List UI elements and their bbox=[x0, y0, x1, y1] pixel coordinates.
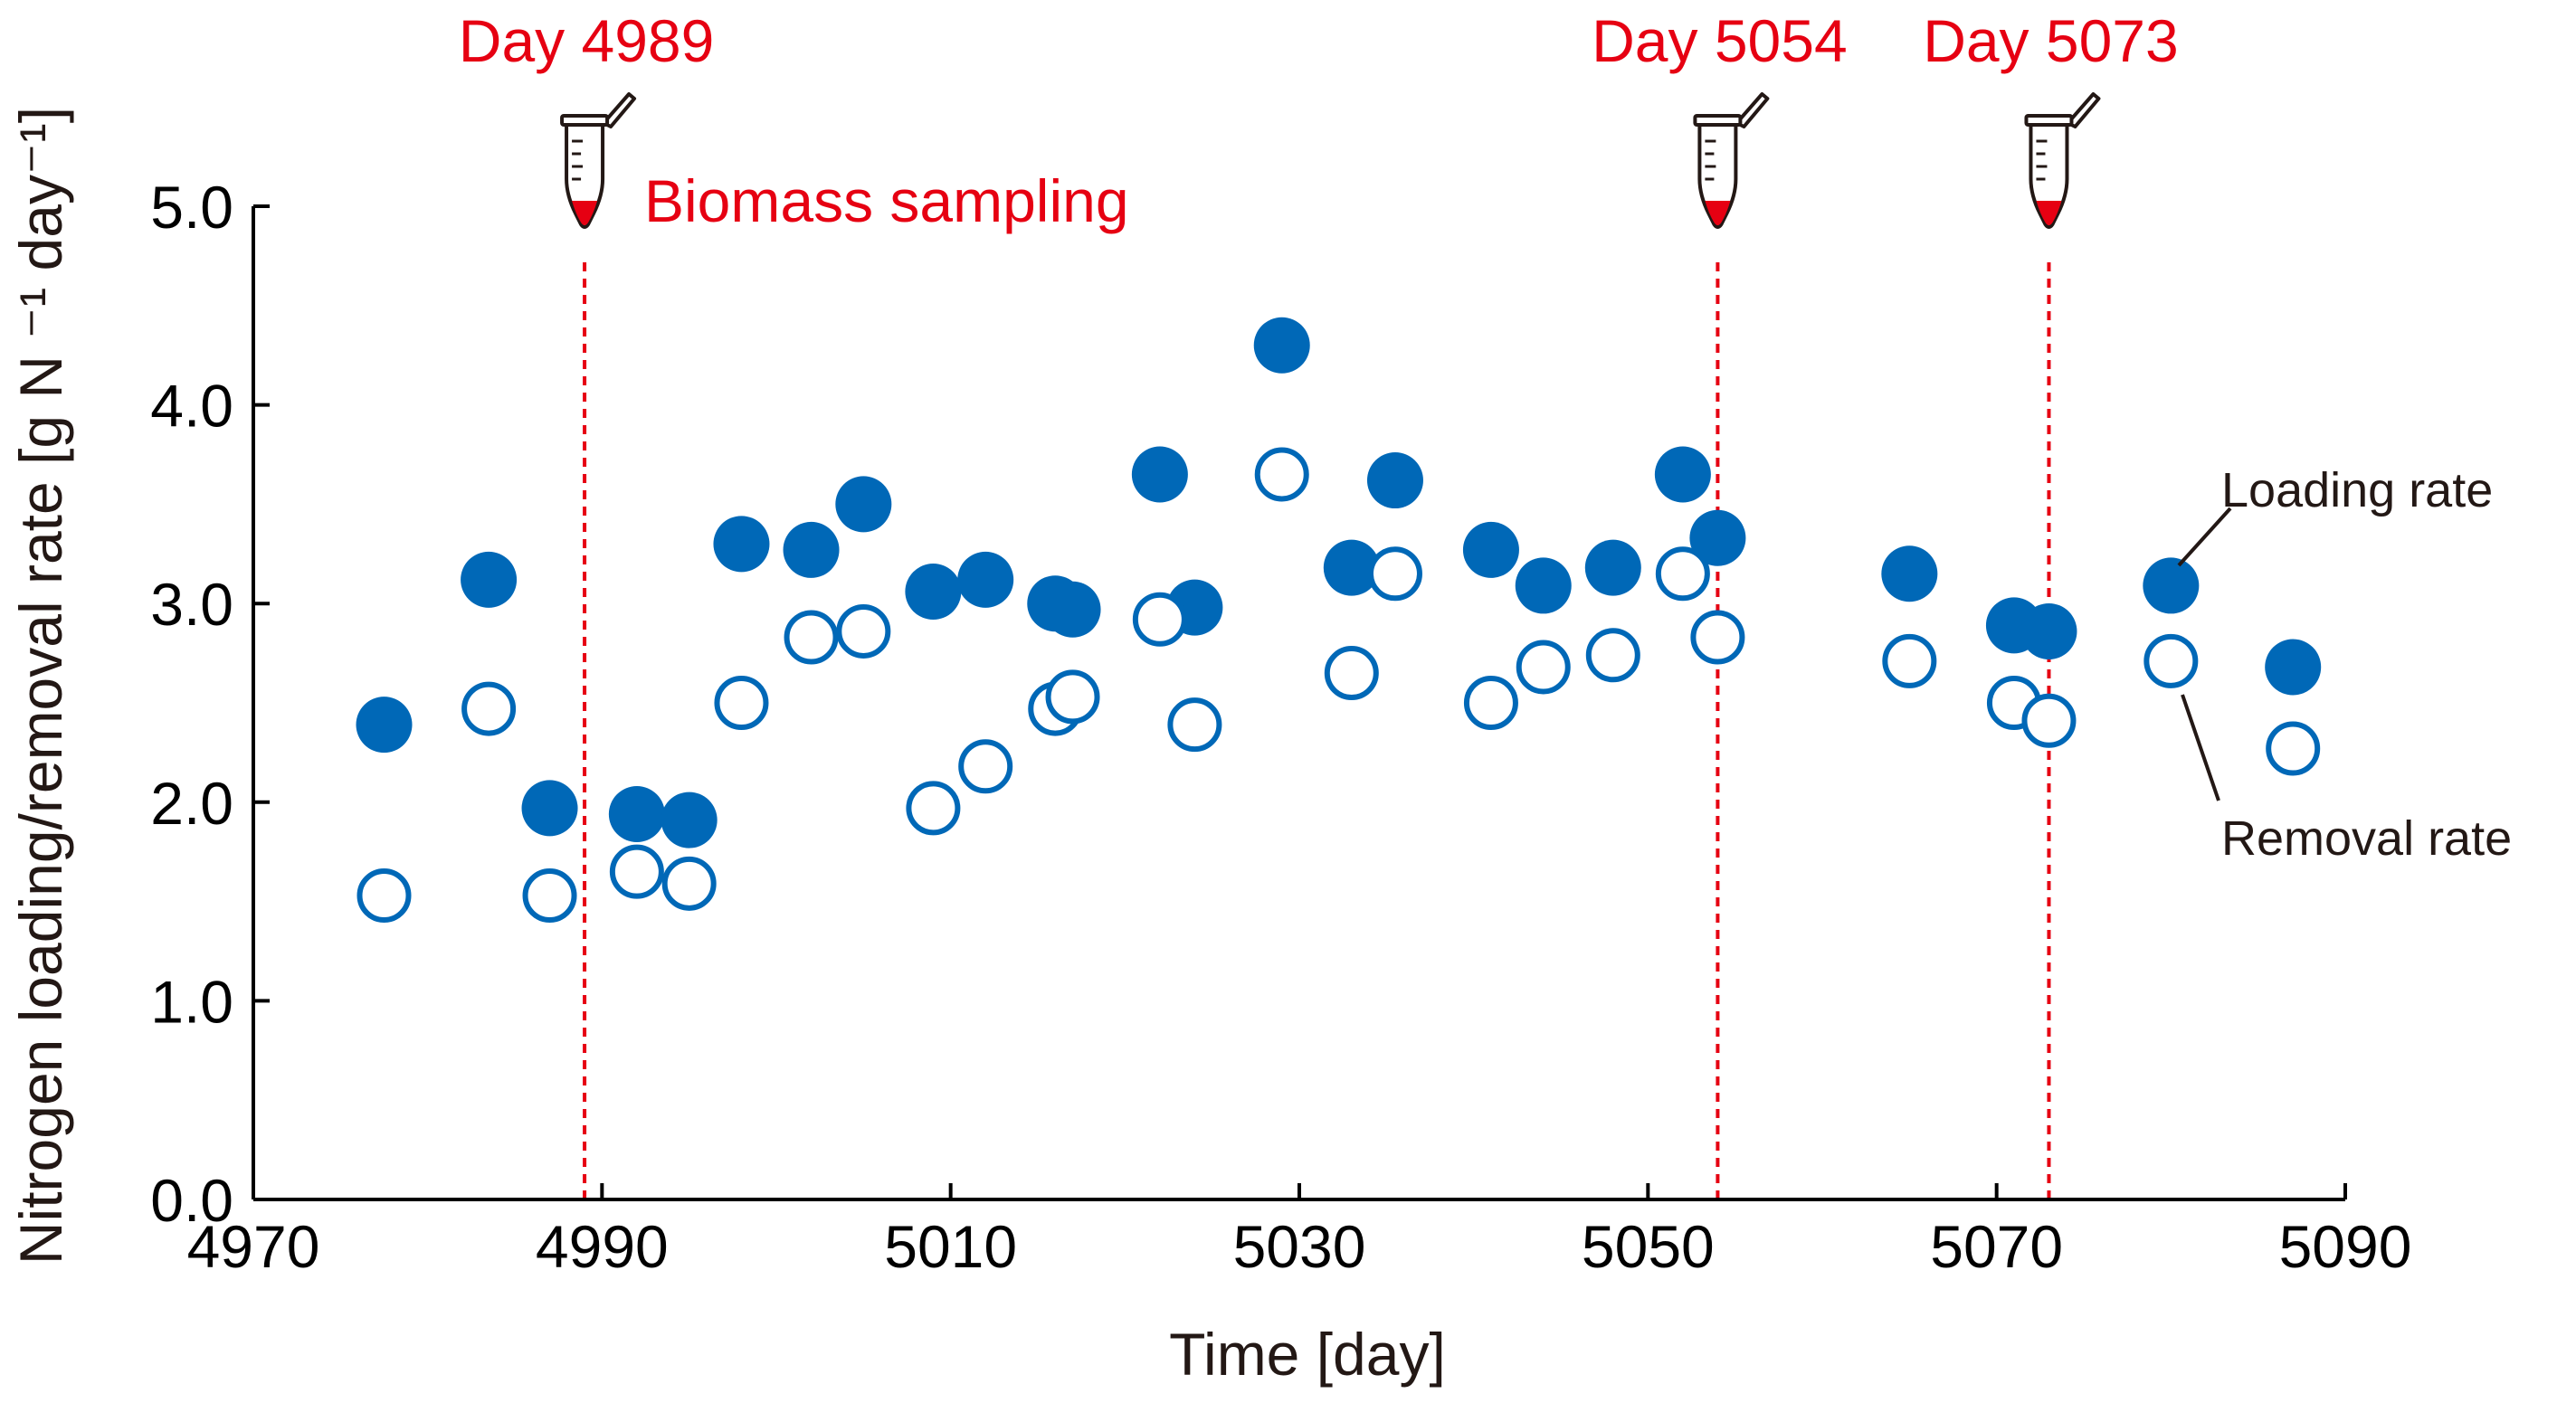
axis-ticks: 4970 4990 5010 5030 5050 5070 5090 0.0 1.0 2.0 3.0… bbox=[150, 174, 2411, 1280]
y-tick-label: 3.0 bbox=[150, 571, 233, 638]
removal-rate-point bbox=[461, 681, 517, 736]
loading-rate-point bbox=[957, 551, 1014, 608]
removal-rate-point bbox=[1882, 633, 1937, 688]
loading-rate-point bbox=[461, 551, 518, 608]
sample-tube-icon bbox=[560, 92, 637, 229]
loading-rate-leader-line bbox=[2177, 507, 2232, 567]
loading-rate-point bbox=[1654, 446, 1711, 503]
removal-rate-point bbox=[2021, 693, 2077, 748]
removal-rate-point bbox=[609, 844, 664, 899]
removal-rate-point bbox=[958, 739, 1013, 794]
removal-rate-point bbox=[1167, 697, 1222, 753]
removal-rate-label: Removal rate bbox=[2221, 811, 2512, 866]
x-tick-label: 5070 bbox=[1930, 1213, 2063, 1280]
loading-rate-point bbox=[2143, 557, 2200, 614]
x-tick-label: 4990 bbox=[536, 1213, 669, 1280]
removal-rate-point bbox=[1132, 592, 1187, 647]
removal-rate-point bbox=[1690, 610, 1745, 665]
removal-rate-point bbox=[661, 856, 717, 911]
loading-rate-point bbox=[2020, 602, 2077, 659]
y-tick-label: 5.0 bbox=[150, 174, 233, 241]
removal-rate-point bbox=[356, 868, 412, 924]
removal-rate-point bbox=[2143, 633, 2199, 688]
loading-rate-point bbox=[1323, 539, 1380, 596]
loading-rate-point bbox=[783, 521, 840, 578]
loading-rate-point bbox=[1044, 581, 1101, 638]
loading-rate-point bbox=[2265, 639, 2322, 696]
loading-rate-point bbox=[608, 785, 665, 842]
loading-rate-point bbox=[661, 792, 718, 848]
removal-rate-point bbox=[1045, 669, 1100, 725]
removal-rate-point bbox=[1254, 447, 1309, 502]
x-tick-label: 5050 bbox=[1582, 1213, 1715, 1280]
loading-rate-point bbox=[1366, 452, 1423, 509]
removal-rate-point bbox=[1324, 646, 1379, 701]
removal-rate-point bbox=[906, 781, 961, 836]
x-axis-title: Time [day] bbox=[1169, 1321, 1446, 1388]
loading-rate-point bbox=[905, 564, 962, 621]
x-tick-label: 5090 bbox=[2279, 1213, 2412, 1280]
loading-rate-point bbox=[356, 697, 413, 754]
loading-rate-point bbox=[1131, 446, 1188, 503]
loading-rate-point bbox=[521, 780, 578, 837]
removal-rate-leader-line bbox=[2181, 694, 2220, 801]
removal-rate-point bbox=[784, 610, 839, 665]
x-tick-label: 4970 bbox=[187, 1213, 320, 1280]
removal-rate-point bbox=[1367, 546, 1422, 602]
y-tick-label: 0.0 bbox=[150, 1167, 233, 1234]
loading-rate-point bbox=[1584, 539, 1641, 596]
x-tick-label: 5010 bbox=[884, 1213, 1017, 1280]
removal-rate-point bbox=[522, 868, 577, 924]
loading-rate-point bbox=[1515, 557, 1572, 614]
loading-rate-point bbox=[1253, 317, 1310, 374]
y-tick-label: 4.0 bbox=[150, 373, 233, 440]
loading-rate-label: Loading rate bbox=[2221, 463, 2493, 517]
removal-rate-point bbox=[1585, 628, 1640, 683]
removal-rate-point bbox=[2266, 721, 2321, 776]
event-label: Day 5073 bbox=[1923, 7, 2179, 74]
loading-rate-point bbox=[835, 476, 892, 533]
x-tick-label: 5030 bbox=[1233, 1213, 1366, 1280]
loading-rate-point bbox=[1462, 521, 1519, 578]
event-label: Day 5054 bbox=[1592, 7, 1848, 74]
data-points bbox=[356, 317, 2322, 924]
loading-rate-point bbox=[1689, 509, 1746, 566]
removal-rate-point bbox=[1655, 546, 1710, 602]
sampling-event-lines: Day 4989 Day 5054 Day 5073 bbox=[459, 7, 2179, 1199]
y-tick-label: 2.0 bbox=[150, 770, 233, 837]
removal-rate-point bbox=[836, 603, 891, 659]
removal-rate-point bbox=[1516, 640, 1571, 695]
loading-rate-point bbox=[713, 516, 770, 573]
sample-tube-icon bbox=[2024, 92, 2101, 229]
loading-rate-point bbox=[1881, 545, 1938, 602]
event-label: Day 4989 bbox=[459, 7, 715, 74]
removal-rate-point bbox=[714, 676, 769, 730]
y-tick-label: 1.0 bbox=[150, 968, 233, 1035]
biomass-sampling-annotation: Biomass sampling bbox=[644, 167, 1129, 234]
sample-tube-icon bbox=[1693, 92, 1770, 229]
removal-rate-point bbox=[1463, 676, 1518, 730]
y-axis-title: Nitrogen loading/removal rate [g N ⁻¹ da… bbox=[7, 107, 74, 1265]
